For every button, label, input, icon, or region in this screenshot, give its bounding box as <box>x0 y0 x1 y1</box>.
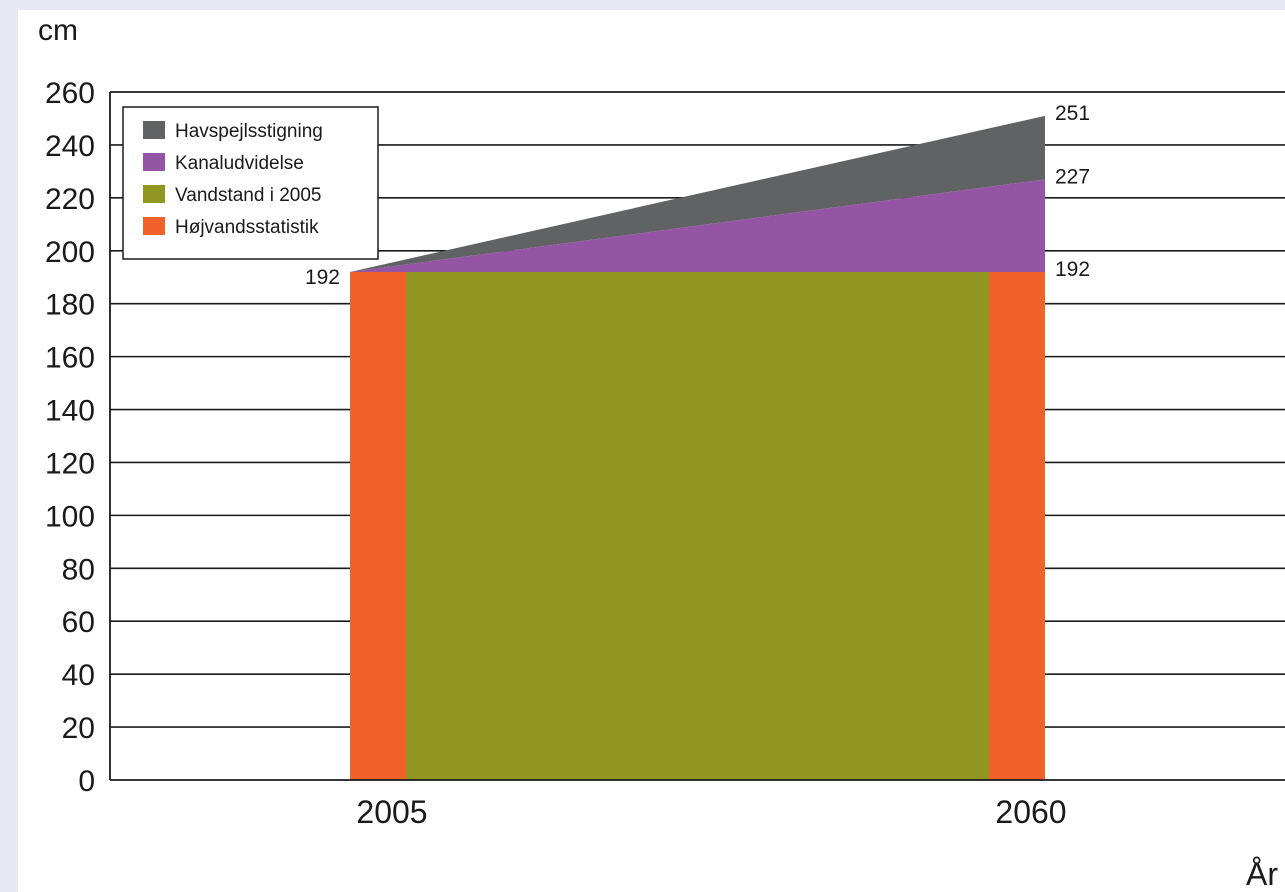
legend-swatch <box>143 153 165 171</box>
y-tick-label: 120 <box>45 447 95 480</box>
y-axis-label: cm <box>38 14 78 47</box>
y-tick-label: 100 <box>45 500 95 533</box>
y-tick-label: 260 <box>45 77 95 110</box>
legend-swatch <box>143 185 165 203</box>
area-havspejlsstigning <box>350 115 1045 272</box>
legend-swatch <box>143 217 165 235</box>
y-tick-label: 160 <box>45 342 95 375</box>
legend-swatch <box>143 121 165 139</box>
area-vandstand-i-2005 <box>350 271 1045 780</box>
data-label: 251 <box>1055 102 1090 125</box>
legend-entry-label: Vandstand i 2005 <box>175 185 322 206</box>
legend-entry-label: Havspejlsstigning <box>175 121 323 142</box>
y-tick-label: 220 <box>45 183 95 216</box>
y-tick-label: 0 <box>78 765 95 798</box>
y-tick-label: 200 <box>45 236 95 269</box>
bar-hojvandsstatistik-2060 <box>989 271 1045 780</box>
y-axis-ticks: 0 20 40 60 80 100 120 140 160 180 200 220 240 260 <box>45 77 95 798</box>
legend-entry-label: Kanaludvidelse <box>175 153 304 174</box>
y-tick-label: 180 <box>45 289 95 322</box>
y-tick-label: 60 <box>62 606 95 639</box>
plot-frame <box>109 91 1285 781</box>
data-labels: 192 192 227 251 <box>305 102 1090 289</box>
y-tick-label: 80 <box>62 553 95 586</box>
x-axis-ticks: 2005 2060 <box>356 794 1066 830</box>
x-tick-label: 2005 <box>356 794 427 830</box>
bar-hojvandsstatistik-2005 <box>350 271 406 780</box>
legend: Havspejlsstigning Kanaludvidelse Vandstand… <box>122 106 379 260</box>
legend-entry-label: Højvandsstatistik <box>175 217 319 238</box>
data-label: 227 <box>1055 165 1090 188</box>
y-tick-label: 20 <box>62 712 95 745</box>
legend-box <box>122 106 379 260</box>
data-label: 192 <box>1055 258 1090 281</box>
data-label: 192 <box>305 266 340 289</box>
x-tick-label: 2060 <box>995 794 1066 830</box>
plot-areas <box>350 115 1045 780</box>
y-tick-label: 40 <box>62 659 95 692</box>
y-tick-label: 140 <box>45 395 95 428</box>
y-tick-label: 240 <box>45 130 95 163</box>
area-kanaludvidelse <box>350 179 1045 272</box>
x-axis-label: År <box>1246 856 1278 892</box>
